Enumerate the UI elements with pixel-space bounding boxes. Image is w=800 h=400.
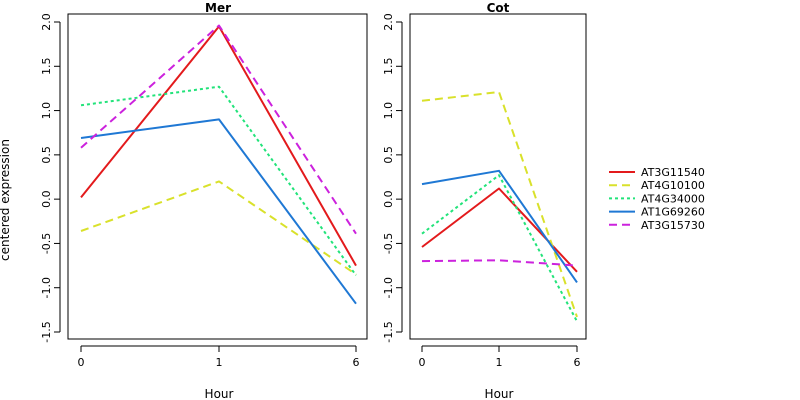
y-axis-label: centered expression [0,139,12,261]
x-tick-label-mer: 6 [353,356,360,369]
x-tick-label-cot: 6 [574,356,581,369]
x-tick-label-mer: 0 [78,356,85,369]
series-lines-mer [80,24,357,305]
plot-frame-mer [67,13,368,340]
x-axis-label-cot: Hour [485,387,514,400]
series-line-at3g11540-cot [421,187,578,273]
x-tick-label-cot: 0 [419,356,426,369]
series-line-at4g10100-cot [421,91,578,318]
legend-label-at1g69260: AT1G69260 [641,206,705,219]
x-axis-label-mer: Hour [205,387,234,400]
panel-cot: Cot Hour -1.5 -1.0 -0.5 0.0 0.5 1.0 1.5 2.0 0 1 6 [382,1,587,400]
y-tick-label-mer: 0.5 [40,146,53,164]
y-tick-label-mer: 1.5 [40,58,53,76]
plot-frame-cot [409,13,587,340]
y-tick-label-mer: -1.0 [40,277,53,298]
y-tick-label-cot: 0.5 [382,146,395,164]
legend: AT3G11540AT4G10100AT4G34000AT1G69260AT3G… [609,166,705,232]
x-tick-label-mer: 1 [216,356,223,369]
series-line-at3g15730-mer [80,24,357,235]
series-line-at4g34000-mer [80,85,357,276]
y-tick-label-cot: 1.5 [382,58,395,76]
legend-label-at4g34000: AT4G34000 [641,192,705,205]
axes-cot: -1.5 -1.0 -0.5 0.0 0.5 1.0 1.5 2.0 0 1 6 [382,13,581,369]
y-tick-label-mer: 0.0 [40,190,53,208]
y-tick-label-cot: -0.5 [382,233,395,254]
legend-label-at4g10100: AT4G10100 [641,179,705,192]
x-tick-label-cot: 1 [496,356,503,369]
legend-label-at3g11540: AT3G11540 [641,166,705,179]
series-line-at3g11540-mer [80,25,357,267]
series-line-at4g10100-mer [80,180,357,276]
y-tick-label-mer: 1.0 [40,102,53,120]
series-line-at3g15730-cot [421,259,578,267]
y-tick-label-mer: -0.5 [40,233,53,254]
y-tick-label-cot: -1.0 [382,277,395,298]
series-line-at1g69260-cot [421,169,578,283]
y-tick-label-cot: 0.0 [382,190,395,208]
y-tick-label-cot: -1.5 [382,321,395,342]
series-line-at1g69260-mer [80,118,357,305]
y-tick-label-mer: 2.0 [40,13,53,31]
panel-mer: Mer Hour -1.5 -1.0 -0.5 0.0 0.5 1.0 1.5 2.0 0 1 6 [40,1,368,400]
y-tick-label-cot: 2.0 [382,13,395,31]
y-tick-label-cot: 1.0 [382,102,395,120]
panel-title-mer: Mer [205,1,231,15]
y-tick-label-mer: -1.5 [40,321,53,342]
panel-title-cot: Cot [487,1,510,15]
legend-label-at3g15730: AT3G15730 [641,219,705,232]
series-line-at4g34000-cot [421,174,578,322]
series-lines-cot [421,91,578,322]
axes-mer: -1.5 -1.0 -0.5 0.0 0.5 1.0 1.5 2.0 0 1 6 [40,13,360,369]
